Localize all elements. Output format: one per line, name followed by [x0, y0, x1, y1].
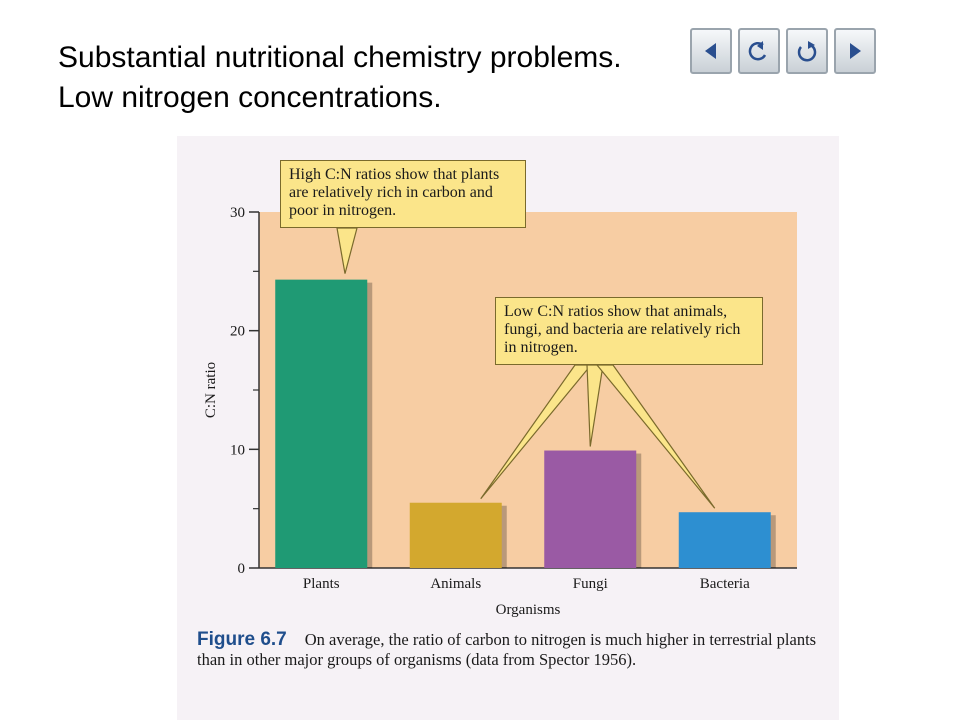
- pointer-to-animals: [480, 364, 593, 500]
- textbook-figure: 0 10 20 30 Plants Animals Fungi Bacteria Organ…: [177, 136, 839, 720]
- y-axis-ticks: 0 10 20 30: [230, 205, 259, 577]
- figure-label: Figure 6.7: [197, 629, 287, 650]
- bar-animals: [409, 502, 502, 568]
- back-arrow-icon: [705, 43, 716, 59]
- y-tick-label: 10: [230, 442, 245, 458]
- bar-fungi: [544, 450, 637, 568]
- forward-arrow-icon: [850, 43, 861, 59]
- return-button[interactable]: [738, 28, 780, 74]
- pointer-to-fungi: [586, 364, 604, 447]
- y-axis-label: C:N ratio: [203, 362, 219, 418]
- slide-title: Substantial nutritional chemistry proble…: [58, 38, 622, 118]
- pointer-to-bacteria: [595, 364, 716, 509]
- title-line-1: Substantial nutritional chemistry proble…: [58, 41, 622, 74]
- bar-plants: [275, 279, 368, 568]
- cn-ratio-bar-chart: 0 10 20 30 Plants Animals Fungi Bacteria Organ…: [203, 205, 797, 618]
- title-line-2: Low nitrogen concentrations.: [58, 81, 442, 114]
- x-tick-label: Fungi: [573, 576, 608, 592]
- x-axis-label: Organisms: [496, 602, 561, 618]
- x-tick-label: Plants: [303, 576, 340, 592]
- bar-bacteria: [678, 512, 771, 568]
- y-tick-label: 0: [238, 561, 246, 577]
- low-ratio-callout-text: Low C:N ratios show that animals, fungi,…: [504, 303, 741, 356]
- figure-caption-text: On average, the ratio of carbon to nitro…: [197, 630, 817, 669]
- low-ratio-callout: Low C:N ratios show that animals, fungi,…: [495, 297, 763, 365]
- refresh-icon: [797, 41, 817, 62]
- refresh-button[interactable]: [786, 28, 828, 74]
- high-ratio-callout: High C:N ratios show that plants are rel…: [280, 160, 526, 228]
- y-tick-label: 20: [230, 324, 245, 340]
- y-tick-label: 30: [230, 205, 245, 221]
- pointer-to-plants: [336, 227, 358, 274]
- forward-button[interactable]: [834, 28, 876, 74]
- x-tick-label: Bacteria: [700, 576, 750, 592]
- x-axis-tick-labels: Plants Animals Fungi Bacteria: [303, 576, 750, 592]
- callout-pointers: [336, 227, 716, 509]
- return-icon: [748, 41, 767, 61]
- high-ratio-callout-text: High C:N ratios show that plants are rel…: [289, 166, 500, 219]
- figure-caption: Figure 6.7 On average, the ratio of carbo…: [197, 630, 817, 670]
- back-button[interactable]: [690, 28, 732, 74]
- x-tick-label: Animals: [430, 576, 481, 592]
- slide-navigation: [690, 28, 876, 74]
- bars: [275, 279, 776, 568]
